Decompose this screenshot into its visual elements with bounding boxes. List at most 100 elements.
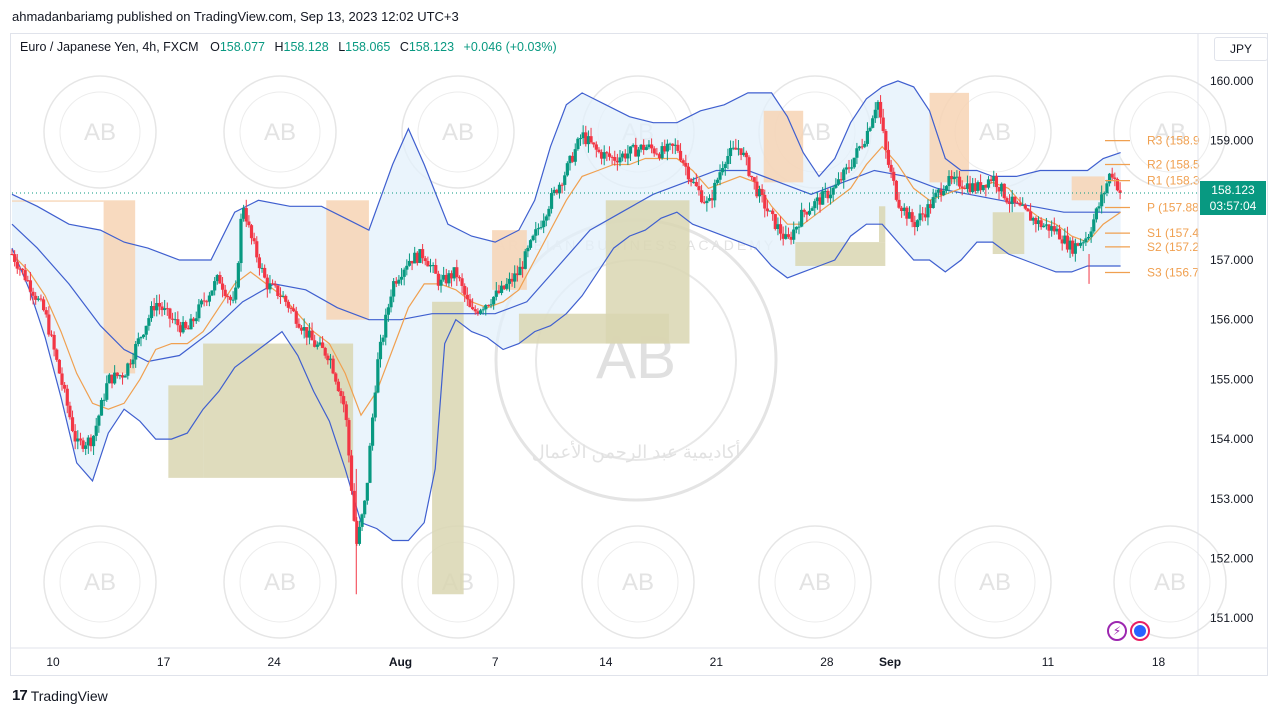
bar-countdown: 03:57:04 (1209, 199, 1257, 213)
candle-body (1044, 224, 1048, 226)
candle-body (773, 214, 777, 229)
candle-body (610, 156, 614, 158)
watermark-initials: AB (264, 569, 296, 596)
candle-body (18, 268, 22, 270)
candle-body (918, 213, 922, 221)
candle-body (205, 301, 209, 303)
price-tick-label: 159.000 (1210, 134, 1254, 148)
candle-body (302, 326, 306, 331)
candle-body (439, 279, 443, 286)
candle-body (644, 147, 648, 150)
watermark-seal (43, 75, 157, 189)
time-tick-label: Sep (879, 655, 901, 669)
chart-frame[interactable] (10, 33, 1268, 676)
candle-body (815, 197, 820, 202)
candle-body (278, 295, 283, 297)
candle-body (771, 210, 775, 215)
candle-body (236, 263, 240, 288)
candle-body (523, 251, 527, 269)
symbol-name[interactable]: Euro / Japanese Yen, 4h, FXCM (20, 40, 199, 54)
candle-body (623, 153, 627, 159)
candle-body (226, 296, 230, 298)
candle-body (1065, 235, 1070, 250)
candle-body (65, 388, 69, 406)
pivot-levels: R3 (158.9 R2 (158.5 R1 (158.3 P (157.88 S1 (… (1105, 134, 1200, 280)
candle-body (931, 197, 935, 208)
candle-body (547, 208, 551, 217)
candle-body (1100, 194, 1104, 207)
candle-body (368, 445, 372, 483)
candle-body (144, 325, 148, 335)
candle-body (360, 514, 364, 527)
candle-body (252, 238, 256, 242)
candle-body (800, 209, 804, 227)
watermark-initials: AB (799, 569, 831, 596)
candle-body (997, 187, 1001, 192)
candle-body (73, 430, 77, 442)
candle-body (681, 160, 685, 163)
candle-body (1021, 204, 1025, 206)
candle-body (776, 224, 780, 229)
candle-body (370, 417, 375, 446)
candle-body (263, 267, 267, 278)
candle-body (655, 153, 659, 155)
lightning-icon[interactable]: ⚡ (1107, 621, 1127, 641)
candle-body (1050, 226, 1054, 231)
time-tick-label: 24 (267, 655, 281, 669)
candle-body (292, 308, 296, 312)
pivot-label: S3 (156.7 (1147, 266, 1199, 280)
candle-body (484, 305, 488, 310)
candle-body (223, 289, 227, 297)
candle-body (971, 183, 975, 193)
candle-body (994, 176, 998, 188)
candle-body (36, 298, 40, 300)
bollinger-band-fill (12, 80, 1121, 541)
candle-body (89, 437, 93, 447)
candle-body (328, 358, 333, 361)
watermark-initials: AB (84, 569, 116, 596)
candle-body (197, 304, 201, 319)
watermark-seal (223, 525, 337, 639)
candle-body (657, 154, 662, 159)
candle-body (215, 275, 219, 282)
candle-body (592, 142, 596, 145)
candle-body (476, 311, 480, 314)
candle-body (576, 138, 580, 150)
candle-body (563, 175, 567, 185)
candle-body (1039, 220, 1043, 228)
pivot-label: S2 (157.2 (1147, 240, 1199, 254)
candle-body (805, 211, 809, 215)
candle-body (697, 186, 701, 191)
candle-body (373, 392, 377, 418)
currency-button[interactable]: JPY (1214, 37, 1268, 61)
candle-body (602, 152, 606, 159)
candle-body (194, 318, 198, 322)
candle-body (186, 328, 190, 330)
candle-body (721, 168, 725, 173)
globe-icon[interactable] (1130, 621, 1150, 641)
candle-body (207, 295, 212, 302)
candle-body (792, 229, 796, 240)
candle-body (692, 181, 696, 183)
candle-body (505, 283, 509, 289)
candle-body (310, 330, 314, 341)
candle-body (605, 152, 609, 154)
candle-body (618, 157, 622, 163)
candle-body (513, 273, 517, 282)
candle-body (1031, 217, 1035, 221)
candle-body (528, 240, 533, 248)
candle-body (1000, 183, 1004, 192)
candle-body (1094, 208, 1099, 220)
candle-body (20, 268, 25, 271)
candle-body (868, 127, 872, 131)
candle-body (823, 190, 827, 192)
candle-body (568, 155, 572, 164)
candle-body (313, 340, 317, 347)
candle-body (468, 299, 472, 308)
candle-body (28, 280, 33, 292)
candle-body (126, 363, 130, 376)
candle-body (584, 132, 588, 145)
candle-body (710, 198, 714, 201)
candle-body (1007, 202, 1012, 205)
